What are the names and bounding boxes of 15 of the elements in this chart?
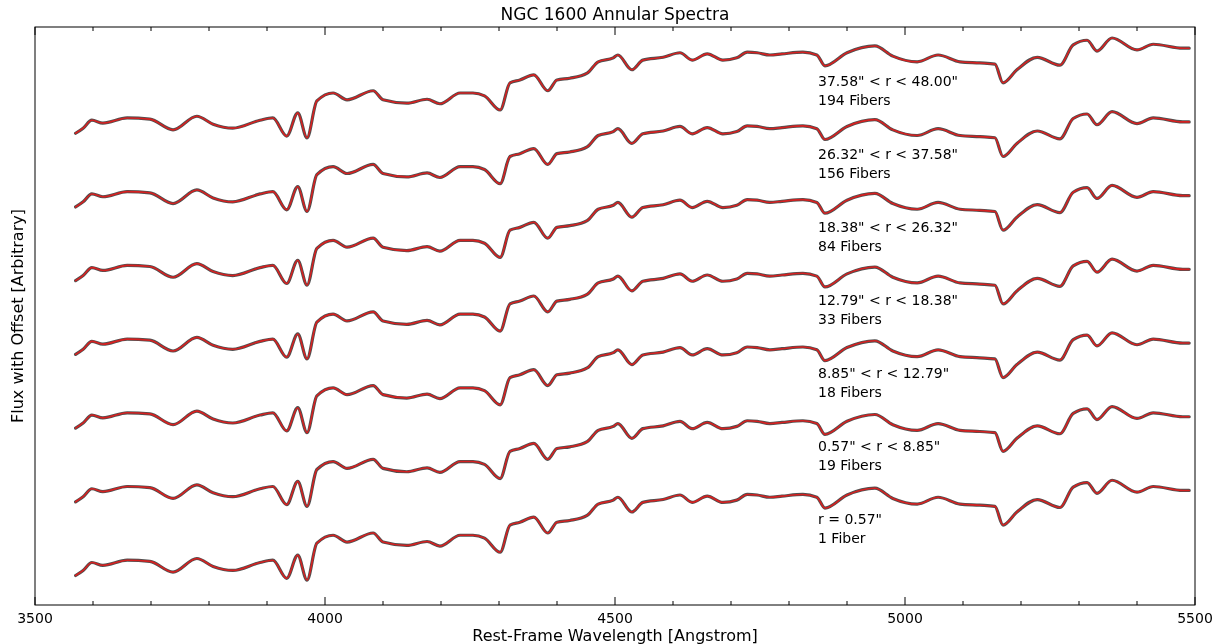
x-tick-label: 5000 (887, 610, 923, 626)
annotation: r = 0.57" 1 Fiber (818, 511, 882, 546)
annotation: 12.79" < r < 18.38" 33 Fibers (818, 292, 959, 327)
annotation: 0.57" < r < 8.85" 19 Fibers (818, 438, 941, 473)
x-tick-label: 3500 (17, 610, 53, 626)
x-tick-label: 5500 (1177, 610, 1213, 626)
annotation: 26.32" < r < 37.58" 156 Fibers (818, 146, 959, 181)
x-tick-label: 4000 (307, 610, 343, 626)
y-axis-title: Flux with Offset [Arbitrary] (8, 209, 27, 423)
annotation: 8.85" < r < 12.79" 18 Fibers (818, 365, 950, 400)
x-tick-label: 4500 (597, 610, 633, 626)
x-axis-title: Rest-Frame Wavelength [Angstrom] (472, 626, 758, 644)
chart-title: NGC 1600 Annular Spectra (500, 4, 730, 24)
annotation: 18.38" < r < 26.32" 84 Fibers (818, 219, 959, 254)
annotation: 37.58" < r < 48.00" 194 Fibers (818, 73, 959, 108)
